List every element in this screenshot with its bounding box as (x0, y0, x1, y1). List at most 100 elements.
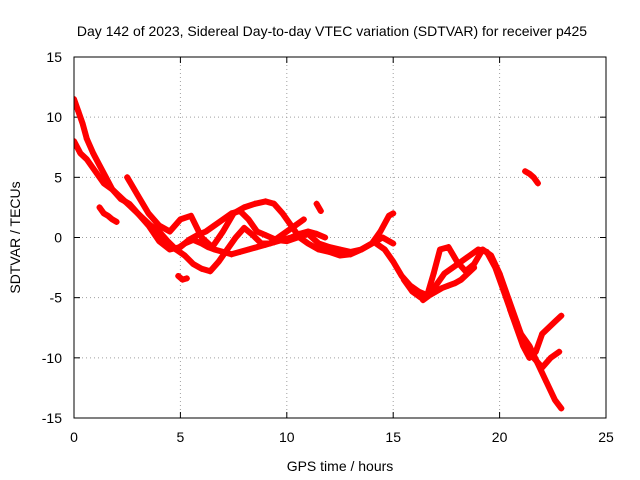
data-point (100, 180, 107, 187)
data-point (219, 228, 226, 235)
data-point (96, 204, 103, 211)
data-point (90, 150, 97, 157)
data-point (545, 324, 552, 331)
data-point (432, 288, 439, 295)
data-point (92, 168, 99, 175)
data-point (547, 354, 554, 361)
data-point (337, 252, 343, 259)
data-point (526, 170, 533, 177)
plot-frame (73, 56, 607, 419)
data-point (173, 246, 180, 253)
data-point (79, 120, 86, 127)
x-tick-label: 10 (279, 429, 295, 445)
data-point (358, 246, 365, 253)
data-point (300, 216, 307, 223)
data-point (520, 342, 527, 349)
data-point (458, 276, 465, 283)
data-point (100, 210, 107, 217)
data-point (113, 218, 120, 225)
data-point (471, 264, 478, 271)
data-point (532, 348, 539, 355)
series-line (74, 138, 397, 255)
data-point (313, 230, 320, 237)
data-point (409, 288, 416, 295)
data-point (279, 210, 286, 217)
data-point (551, 396, 558, 403)
data-point (373, 240, 380, 247)
data-point (258, 240, 265, 247)
data-point (437, 246, 444, 253)
data-point (105, 212, 112, 219)
data-point (271, 200, 278, 207)
x-tick-label: 15 (385, 429, 401, 445)
data-point (479, 246, 486, 253)
data-point (181, 252, 188, 259)
data-point (305, 240, 312, 247)
data-point (236, 248, 243, 255)
data-point (241, 224, 248, 231)
data-point (539, 330, 546, 337)
data-point (96, 162, 103, 169)
data-point (266, 240, 273, 247)
y-tick-label: 5 (54, 169, 62, 185)
data-point (126, 200, 133, 207)
data-point (134, 192, 141, 199)
y-tick-label: 10 (46, 109, 62, 125)
y-tick-label: 0 (54, 230, 62, 246)
data-point (230, 210, 237, 217)
series-line (522, 168, 541, 187)
data-point (466, 252, 473, 259)
data-point (432, 282, 439, 289)
data-point (451, 280, 458, 287)
data-point (317, 208, 324, 215)
data-point (315, 240, 322, 247)
data-point (530, 174, 537, 181)
y-tick-label: -5 (50, 290, 63, 306)
data-point (117, 195, 124, 202)
data-point (464, 270, 471, 277)
data-point (245, 246, 252, 253)
data-point (183, 275, 190, 282)
x-tick-label: 0 (70, 429, 78, 445)
data-point (75, 108, 82, 115)
data-point (145, 210, 152, 217)
series-line (124, 174, 397, 259)
series-trace-10 (96, 204, 120, 225)
data-point (419, 297, 426, 304)
data-point (326, 248, 333, 255)
data-point (215, 258, 222, 265)
data-point (177, 216, 184, 223)
series-trace-12 (313, 200, 324, 215)
data-point (445, 244, 452, 251)
data-point (296, 234, 303, 241)
x-tick-label: 25 (598, 429, 614, 445)
data-point (390, 210, 397, 217)
y-axis-label: SDTVAR / TECUs (7, 181, 23, 293)
data-point (539, 364, 546, 371)
data-point (164, 240, 171, 247)
data-point (198, 265, 205, 272)
data-point (202, 228, 209, 235)
data-point (315, 246, 322, 253)
data-point (254, 244, 261, 251)
data-point (228, 251, 235, 258)
data-point (109, 186, 116, 193)
data-point (185, 236, 192, 243)
data-point (245, 216, 252, 223)
data-point (322, 234, 329, 241)
data-point (219, 216, 226, 223)
data-point (209, 244, 216, 251)
data-point (445, 282, 452, 289)
data-point (534, 180, 541, 187)
data-point (454, 258, 461, 265)
series-trace-8 (507, 306, 565, 361)
data-point (241, 204, 248, 211)
data-point (179, 276, 186, 283)
data-point (488, 252, 495, 259)
data-point (522, 168, 529, 175)
data-point (558, 312, 565, 319)
data-point (283, 238, 290, 245)
data-point (385, 212, 392, 219)
data-point (190, 260, 197, 267)
data-point (390, 240, 397, 247)
